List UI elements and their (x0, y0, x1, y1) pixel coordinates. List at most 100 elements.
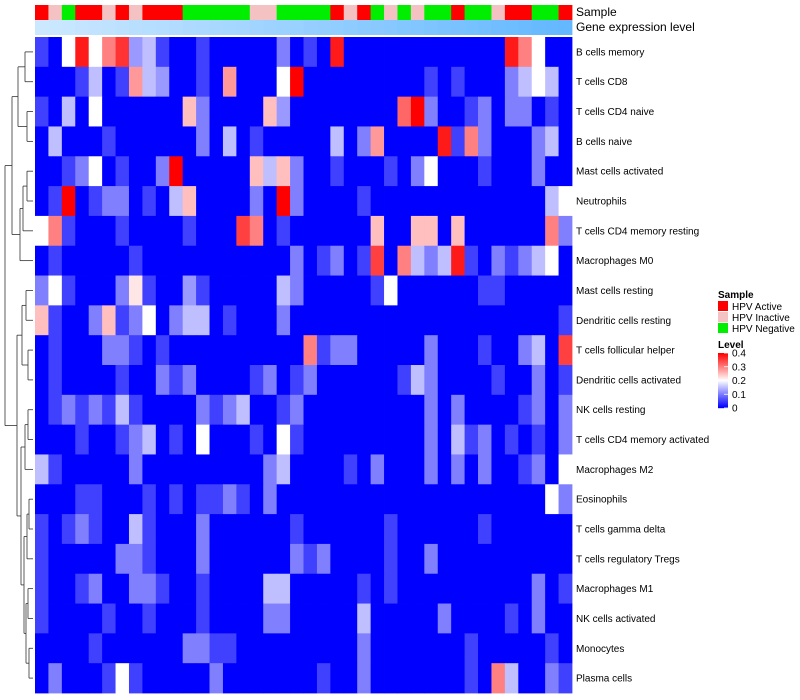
heatmap-cell (75, 573, 90, 604)
expression-track-cell (370, 20, 385, 35)
heatmap-cell (209, 394, 224, 426)
sample-cell (558, 5, 573, 20)
colorbar-step (718, 376, 728, 378)
heatmap-cell (142, 275, 157, 306)
heatmap-cell (155, 633, 170, 664)
heatmap-cell (330, 215, 345, 247)
heatmap-cell (48, 663, 63, 694)
heatmap-cell (491, 305, 506, 336)
colorbar-step (718, 399, 728, 401)
heatmap-cell (424, 37, 439, 68)
row-label: B cells naive (576, 137, 633, 148)
heatmap-cell (61, 454, 76, 485)
heatmap-cell (558, 186, 573, 217)
heatmap-cell (290, 514, 304, 545)
heatmap-cell (437, 66, 452, 98)
heatmap-cell (343, 484, 358, 515)
heatmap-cell (558, 245, 573, 276)
heatmap-cell (169, 394, 184, 426)
heatmap-cell (478, 156, 492, 187)
heatmap-cell (155, 394, 170, 426)
colorbar-step (718, 355, 728, 357)
sample-cell (48, 5, 63, 20)
heatmap-cell (182, 186, 197, 217)
heatmap-cell (531, 633, 546, 664)
expression-track-cell (303, 20, 318, 35)
heatmap-cell (48, 514, 63, 545)
heatmap-cell (370, 514, 385, 545)
heatmap-cell (276, 454, 291, 485)
heatmap-cell (88, 275, 103, 306)
heatmap-cell (410, 633, 425, 664)
heatmap-cell (48, 394, 63, 426)
heatmap-cell (451, 37, 465, 68)
heatmap-cell (142, 663, 157, 694)
heatmap-cell (531, 365, 546, 396)
row-label: Dendritic cells resting (576, 316, 671, 327)
heatmap-cell (545, 633, 559, 664)
colorbar-step (718, 382, 728, 384)
row-label: Macrophages M1 (576, 584, 654, 595)
expression-track-cell (504, 20, 519, 35)
heatmap-cell (35, 275, 49, 306)
heatmap-cell (330, 454, 345, 485)
heatmap-cell (504, 365, 519, 396)
heatmap-cell (222, 66, 237, 98)
heatmap-cell (518, 186, 533, 217)
colorbar-step (718, 383, 728, 385)
heatmap-cell (263, 66, 278, 98)
heatmap-cell (102, 514, 116, 545)
heatmap-cell (155, 424, 170, 455)
heatmap-cell (290, 305, 304, 336)
sample-cell (88, 5, 103, 20)
colorbar-step (718, 406, 728, 408)
heatmap-cell (343, 454, 358, 485)
heatmap-cell (531, 335, 546, 366)
heatmap-cell (142, 66, 157, 98)
heatmap-cell (222, 156, 237, 187)
heatmap-cell (61, 603, 76, 634)
heatmap-cell (316, 573, 331, 604)
heatmap-cell (155, 365, 170, 396)
heatmap-cell (343, 275, 358, 306)
sample-cell (545, 5, 559, 20)
heatmap-cell (343, 37, 358, 68)
heatmap-cell (303, 573, 318, 604)
heatmap-cell (88, 573, 103, 604)
heatmap-cell (343, 543, 358, 575)
heatmap-cell (142, 215, 157, 247)
heatmap-cell (196, 424, 210, 455)
expression-track-cell (397, 20, 412, 35)
heatmap-cell (303, 514, 318, 545)
heatmap-cell (263, 96, 278, 127)
heatmap-cell (531, 37, 546, 68)
row-label: T cells CD4 memory activated (576, 435, 709, 446)
heatmap-cell (75, 663, 90, 694)
heatmap-cell (478, 603, 492, 634)
heatmap-cell (263, 394, 278, 426)
heatmap-cell (424, 245, 439, 276)
heatmap-cell (128, 573, 143, 604)
heatmap-cell (437, 335, 452, 366)
row-label: T cells follicular helper (576, 346, 675, 357)
colorbar-step (718, 366, 728, 368)
heatmap-cell (330, 245, 345, 276)
heatmap-cell (209, 66, 224, 98)
heatmap-cell (545, 245, 559, 276)
heatmap-cell (236, 603, 251, 634)
heatmap-cell (384, 156, 398, 187)
heatmap-cell (249, 215, 264, 247)
heatmap-cell (357, 96, 372, 127)
heatmap-cell (48, 543, 63, 575)
row-dendrogram (4, 51, 33, 679)
row-label: Mast cells activated (576, 167, 663, 178)
heatmap-cell (196, 96, 210, 127)
heatmap-cell (357, 37, 372, 68)
sample-cell (142, 5, 157, 20)
heatmap-cell (276, 126, 291, 157)
heatmap-cell (437, 543, 452, 575)
row-label: NK cells activated (576, 614, 655, 625)
expression-track-cell (35, 20, 49, 35)
heatmap-cell (276, 484, 291, 515)
heatmap-cell (384, 514, 398, 545)
